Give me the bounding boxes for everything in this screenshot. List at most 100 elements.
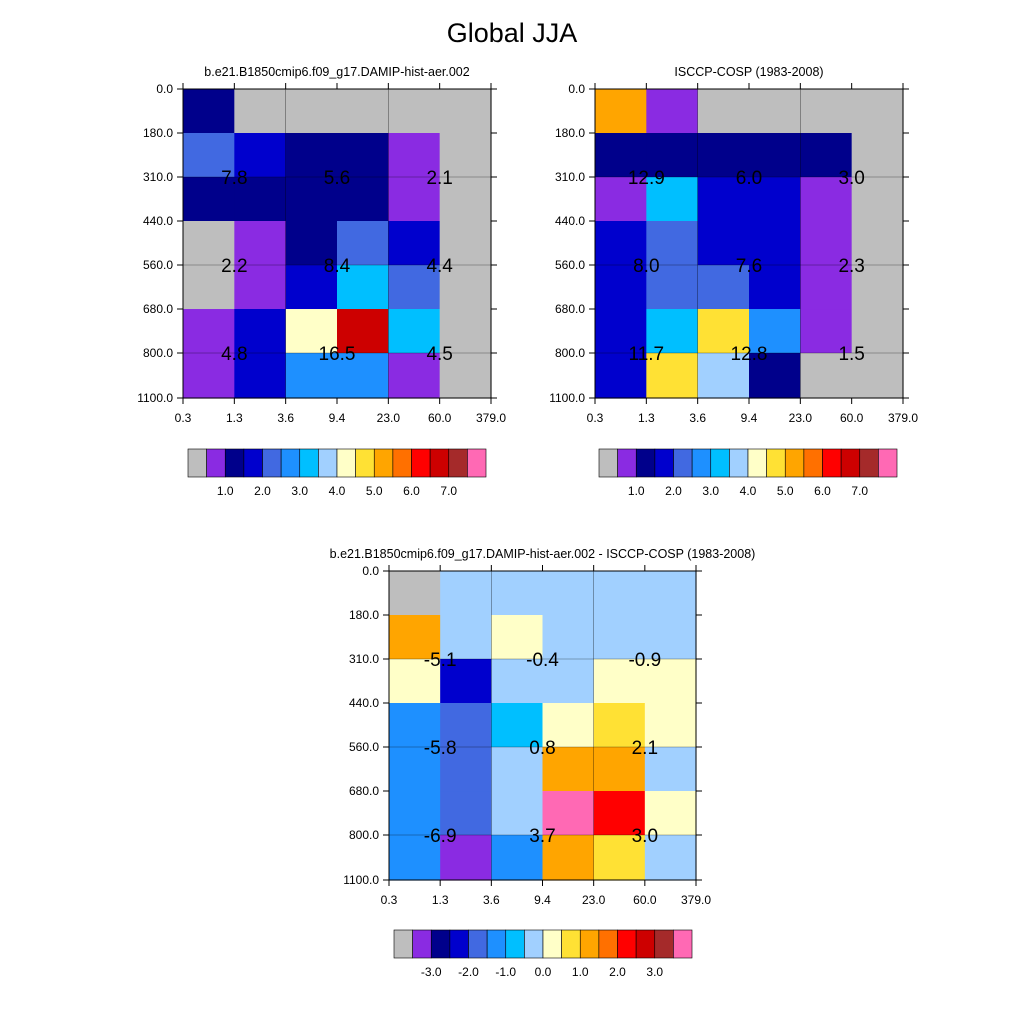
x-tick-label: 0.3 (587, 411, 604, 425)
heatmap-cell (593, 571, 646, 616)
y-tick-label: 1100.0 (343, 873, 379, 887)
heatmap-cell (542, 703, 595, 748)
heatmap-cell (389, 835, 441, 881)
heatmap-cell (337, 133, 389, 178)
heatmap-cell (595, 309, 647, 354)
heatmap-cell (595, 177, 647, 222)
cell-value-label: 12.9 (628, 168, 665, 189)
colorbar-box (468, 929, 488, 959)
y-tick-label: 1100.0 (137, 391, 173, 405)
heatmap-cell (183, 309, 235, 354)
colorbar-box (542, 929, 562, 959)
x-tick-label: 0.3 (381, 893, 398, 907)
x-tick-label: 1.3 (226, 411, 243, 425)
colorbar-box (635, 929, 656, 959)
colorbar-box (803, 448, 823, 478)
cell-value-label: -6.9 (424, 826, 457, 847)
heatmap-cell (337, 309, 389, 354)
heatmap-cell (646, 177, 699, 222)
heatmap-cell (440, 835, 492, 881)
heatmap-cell (644, 571, 697, 616)
colorbar-label: -1.0 (495, 965, 516, 979)
heatmap-cell (491, 791, 544, 836)
cell-value-label: 2.3 (838, 256, 864, 277)
x-tick-label: 3.6 (483, 893, 500, 907)
colorbar-label: 1.0 (572, 965, 589, 979)
colorbar-label: 3.0 (702, 484, 719, 498)
heatmap-cell (337, 265, 389, 310)
heatmap-cell (388, 309, 441, 354)
colorbar-box (822, 448, 842, 478)
heatmap-cell (697, 89, 750, 134)
heatmap-cell (851, 265, 904, 310)
x-tick-label: 1.3 (638, 411, 655, 425)
figure-title: Global JJA (446, 18, 578, 48)
heatmap-cell (593, 835, 646, 881)
colorbar-box (598, 929, 618, 959)
heatmap-cell (593, 703, 646, 748)
cell-value-label: 6.0 (736, 168, 762, 189)
cell-value-label: 7.6 (736, 256, 762, 277)
heatmap-cell (440, 659, 492, 704)
x-tick-label: 379.0 (888, 411, 918, 425)
colorbar-label: 3.0 (291, 484, 308, 498)
heatmap-cell (491, 571, 544, 616)
y-tick-label: 1100.0 (549, 391, 585, 405)
x-tick-label: 60.0 (840, 411, 864, 425)
heatmap-cell (285, 177, 338, 222)
heatmap-cell (646, 89, 699, 134)
y-tick-label: 0.0 (156, 82, 173, 96)
heatmap-cell (337, 177, 389, 222)
cell-value-label: -5.8 (424, 738, 457, 759)
heatmap-cell (749, 309, 801, 354)
colorbar-box (392, 448, 412, 478)
colorbar-box (617, 448, 637, 478)
cell-value-label: -0.4 (526, 650, 559, 671)
heatmap-cell (851, 309, 904, 354)
heatmap-cell (440, 791, 492, 836)
heatmap-cell (439, 133, 492, 178)
colorbar-box (486, 929, 507, 959)
heatmap-cell (542, 747, 595, 792)
heatmap-cell (388, 221, 441, 266)
heatmap-cell (800, 177, 853, 222)
y-tick-label: 680.0 (349, 784, 379, 798)
y-tick-label: 0.0 (568, 82, 585, 96)
colorbar-box (187, 448, 207, 478)
cell-value-label: 2.2 (221, 256, 247, 277)
y-tick-label: 310.0 (555, 170, 585, 184)
heatmap-cell (491, 615, 544, 660)
heatmap-cell (749, 89, 801, 134)
y-tick-label: 800.0 (555, 346, 585, 360)
heatmap-cell (285, 221, 338, 266)
colorbar-box (411, 448, 431, 478)
colorbar-box (859, 448, 879, 478)
colorbar-box (505, 929, 525, 959)
colorbar-label: -3.0 (421, 965, 442, 979)
panel-title: b.e21.B1850cmip6.f09_g17.DAMIP-hist-aer.… (204, 65, 469, 79)
heatmap-cell (491, 703, 544, 748)
cell-value-label: 1.5 (838, 344, 864, 365)
y-tick-label: 560.0 (143, 258, 173, 272)
heatmap-cell (644, 835, 697, 881)
colorbar-label: 6.0 (814, 484, 831, 498)
heatmap-cell (644, 747, 697, 792)
heatmap-cell (595, 221, 647, 266)
colorbar-box (878, 448, 898, 478)
cell-value-label: 3.0 (632, 826, 658, 847)
colorbar-box (412, 929, 432, 959)
colorbar-box (448, 448, 468, 478)
heatmap-panel-3: b.e21.B1850cmip6.f09_g17.DAMIP-hist-aer.… (330, 547, 756, 979)
x-tick-label: 9.4 (741, 411, 758, 425)
heatmap-cell (593, 659, 646, 704)
cell-value-label: 4.4 (426, 256, 453, 277)
heatmap-cell (388, 265, 441, 310)
heatmap-cell (851, 353, 904, 399)
heatmap-cell (439, 309, 492, 354)
colorbar-label: 5.0 (777, 484, 794, 498)
cell-value-label: 12.8 (731, 344, 768, 365)
y-tick-label: 180.0 (555, 126, 585, 140)
colorbar-box (262, 448, 282, 478)
colorbar-box (373, 448, 394, 478)
